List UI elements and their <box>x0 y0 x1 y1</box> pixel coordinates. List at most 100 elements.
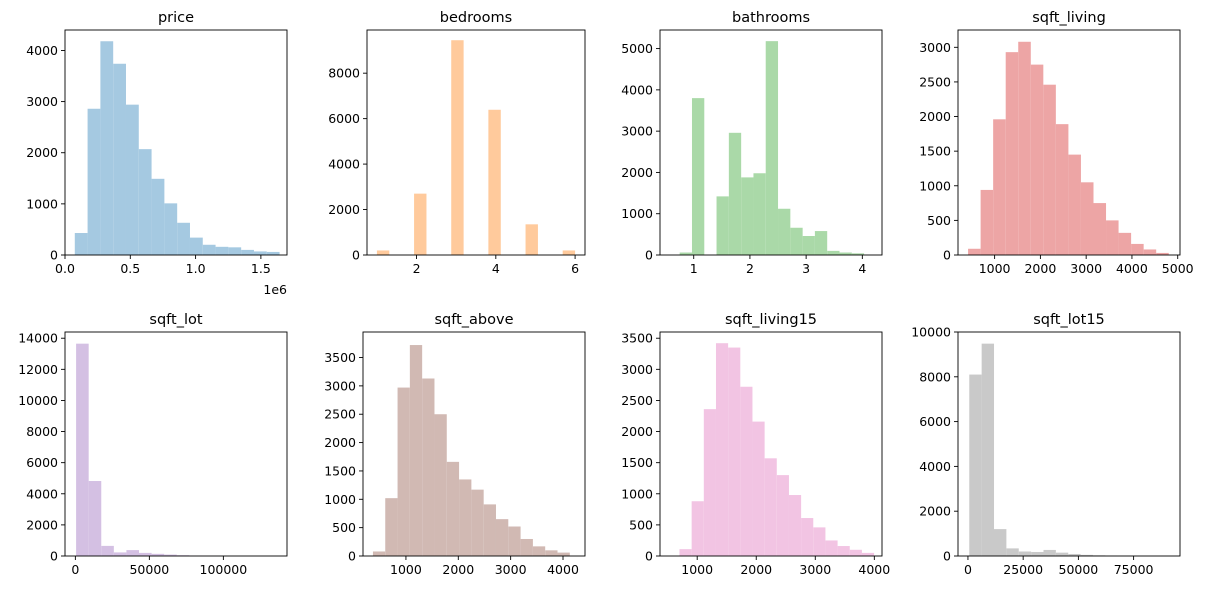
x-tick-label: 1000 <box>390 562 422 577</box>
y-tick-label: 0 <box>943 549 951 564</box>
histogram-bar <box>446 461 460 556</box>
histogram-bar <box>151 178 165 255</box>
x-tick-label: 2000 <box>740 562 772 577</box>
x-tick-label: 0 <box>71 562 79 577</box>
x-tick-label: 5000 <box>1162 261 1194 276</box>
y-tick-label: 0 <box>352 248 360 263</box>
y-tick-label: 1000 <box>919 178 951 193</box>
x-tick-label: 6 <box>571 261 579 276</box>
panel-price: price 0.0 0.5 1.0 1.5 0 1000 2000 3000 4000 1e6 <box>26 10 288 297</box>
y-tick-label: 8000 <box>919 369 951 384</box>
panel-title: sqft_above <box>434 312 513 328</box>
y-tick-label: 5000 <box>621 41 653 56</box>
histogram-bar <box>1068 553 1081 556</box>
histogram-bar <box>827 250 840 255</box>
y-tick-label: 2000 <box>621 424 653 439</box>
histogram-bar <box>801 518 814 556</box>
y-tick-label: 4000 <box>26 486 58 501</box>
panel-title: sqft_lot15 <box>1033 312 1105 328</box>
x-tick-label: 50000 <box>129 562 169 577</box>
histogram-bar <box>1068 154 1081 255</box>
y-tick-label: 14000 <box>18 331 58 346</box>
histogram-bar <box>126 550 139 556</box>
histogram-bar <box>253 251 267 255</box>
histogram-bar <box>385 498 398 556</box>
panel-sqft-living15: sqft_living15 1000 2000 3000 4000 0 500 1000 150… <box>621 312 890 577</box>
x-offset-label: 1e6 <box>263 282 287 297</box>
histogram-bar <box>740 386 753 556</box>
histogram-bar <box>968 248 981 255</box>
y-tick-label: 3500 <box>621 331 653 346</box>
y-tick-label: 2500 <box>919 74 951 89</box>
y-tick-label: 2000 <box>621 165 653 180</box>
histogram-bar <box>101 545 114 556</box>
y-tick-label: 10000 <box>911 325 951 340</box>
x-tick-label: 1.5 <box>251 261 271 276</box>
histogram-bar <box>1106 220 1119 255</box>
x-tick-label: 2 <box>746 261 754 276</box>
histogram-bar <box>728 132 742 255</box>
histogram-bar <box>1043 84 1056 255</box>
y-tick-label: 3000 <box>26 94 58 109</box>
panel-title: sqft_lot <box>149 312 202 328</box>
y-tick-label: 3000 <box>621 124 653 139</box>
x-tick-label: 4 <box>858 261 866 276</box>
y-tick-label: 2500 <box>324 407 356 422</box>
histogram-bar <box>765 41 779 256</box>
histogram-bar <box>164 203 178 255</box>
panel-title: sqft_living <box>1032 10 1106 26</box>
y-tick-label: 500 <box>332 520 356 535</box>
histogram-bar <box>802 236 815 255</box>
panel-title: price <box>158 10 194 26</box>
x-tick-label: 4000 <box>1116 261 1148 276</box>
histogram-bar <box>980 189 994 255</box>
y-tick-label: 4000 <box>621 82 653 97</box>
y-tick-label: 1500 <box>324 463 356 478</box>
x-tick-label: 1.0 <box>186 261 206 276</box>
panel-sqft-living: sqft_living 1000 2000 3000 4000 5000 0 500 1000 1… <box>919 10 1193 276</box>
histogram-bar <box>495 519 509 556</box>
histogram-bar <box>376 250 390 255</box>
x-tick-label: 3 <box>802 261 810 276</box>
histogram-bar <box>1043 549 1056 556</box>
axes-frame <box>64 29 288 256</box>
histogram-bar <box>1018 551 1032 556</box>
histogram-bar <box>100 41 114 255</box>
histogram-bar <box>215 246 229 255</box>
x-tick-label: 75000 <box>1114 562 1154 577</box>
histogram-bar <box>691 98 705 256</box>
histogram-bar <box>74 233 88 255</box>
histogram-bar <box>776 475 789 556</box>
histogram-bar <box>113 552 127 556</box>
x-tick-label: 50000 <box>1059 562 1099 577</box>
histogram-bar <box>1006 548 1019 556</box>
y-tick-label: 500 <box>629 517 653 532</box>
y-tick-label: 6000 <box>26 455 58 470</box>
y-tick-label: 3000 <box>919 40 951 55</box>
histogram-bar <box>164 554 177 556</box>
y-tick-label: 2000 <box>26 145 58 160</box>
histogram-bar <box>1031 551 1044 556</box>
y-tick-label: 8000 <box>328 66 360 81</box>
panel-bedrooms: bedrooms 2 4 6 0 2000 4000 6000 8000 <box>328 10 586 276</box>
histogram-bar <box>372 551 386 556</box>
histogram-bar <box>525 224 538 255</box>
y-tick-label: 0 <box>50 248 58 263</box>
histogram-bar <box>741 177 754 255</box>
histogram-bar <box>825 540 838 556</box>
x-tick-label: 3000 <box>1070 261 1102 276</box>
axes-frame <box>659 29 883 256</box>
axes-frame <box>659 331 883 557</box>
histogram-bar <box>691 501 704 556</box>
x-tick-label: 4000 <box>858 562 890 577</box>
histogram-bar <box>189 237 203 255</box>
histogram-bar <box>1118 232 1132 255</box>
histogram-bar <box>728 347 741 556</box>
axes-frame <box>366 29 586 256</box>
y-tick-label: 500 <box>927 213 951 228</box>
axes-frame <box>957 331 1181 557</box>
y-tick-label: 1000 <box>26 196 58 211</box>
histogram-bar <box>87 108 101 255</box>
y-tick-label: 1000 <box>621 206 653 221</box>
